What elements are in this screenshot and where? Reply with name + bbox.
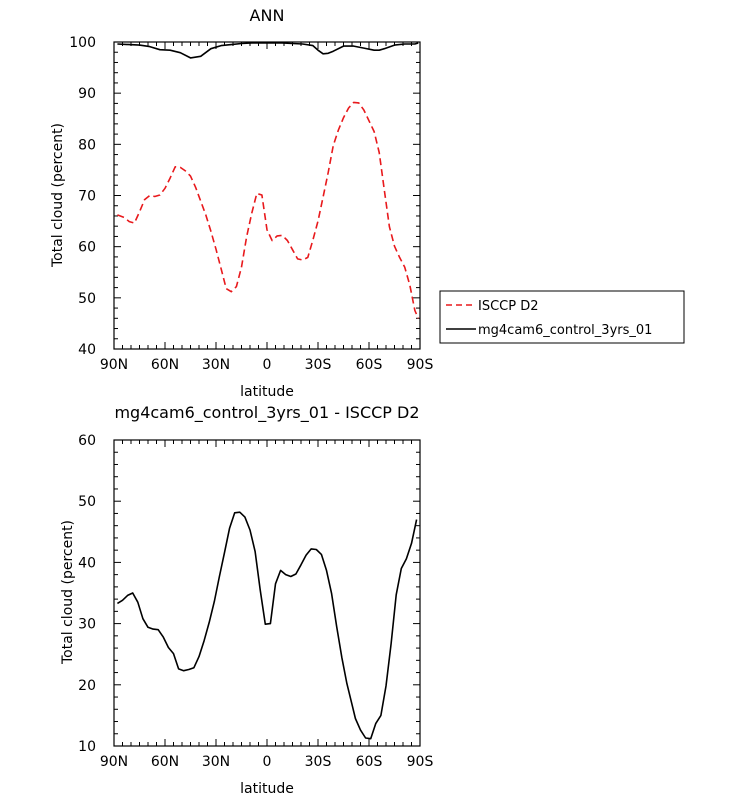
- bottom-panel-x-axis-label: latitude: [240, 781, 294, 797]
- x-tick-label: 60S: [356, 754, 383, 770]
- top-panel-series: [117, 42, 420, 319]
- x-tick-label: 90N: [100, 357, 128, 373]
- bottom-panel: mg4cam6_control_3yrs_01 - ISCCP D2 90N 60…: [60, 403, 433, 797]
- legend-label-model: mg4cam6_control_3yrs_01: [478, 323, 652, 338]
- y-tick-label: 60: [78, 433, 96, 449]
- y-tick-label: 40: [78, 555, 96, 571]
- legend-label-isccp: ISCCP D2: [478, 299, 539, 314]
- plot-frame: [113, 439, 421, 747]
- y-tick-label: 10: [78, 739, 96, 755]
- top-panel-axes: 90N 60N 30N 0 30S 60S 90S 40 50 60 70 80 90 100: [69, 35, 433, 373]
- legend-box: [439, 290, 685, 344]
- y-tick-label: 80: [78, 137, 96, 153]
- y-tick-label: 70: [78, 189, 96, 205]
- x-tick-label: 30N: [202, 357, 230, 373]
- bottom-panel-title: mg4cam6_control_3yrs_01 - ISCCP D2: [114, 403, 419, 423]
- top-panel-y-axis-label: Total cloud (percent): [50, 123, 66, 268]
- x-tick-label: 60N: [151, 357, 179, 373]
- legend: ISCCP D2 mg4cam6_control_3yrs_01: [439, 290, 685, 344]
- bottom-panel-axes: 90N 60N 30N 0 30S 60S 90S 10 20 30 40 50 60: [78, 433, 433, 770]
- top-panel-title: ANN: [250, 6, 285, 25]
- x-tick-label: 60N: [151, 754, 179, 770]
- bottom-panel-y-axis-label: Total cloud (percent): [60, 520, 76, 665]
- series-line-0: [117, 101, 420, 319]
- y-tick-label: 20: [78, 678, 96, 694]
- x-tick-label: 30N: [202, 754, 230, 770]
- y-tick-label: 100: [69, 35, 96, 51]
- bottom-panel-series: [116, 511, 418, 740]
- x-tick-label: 0: [263, 754, 272, 770]
- x-tick-label: 90S: [407, 754, 434, 770]
- y-tick-label: 50: [78, 494, 96, 510]
- top-panel: ANN 90N 60N 30N 0 30S 60S 90S 40 50 60 70 80 90 100 l…: [50, 6, 685, 400]
- x-tick-label: 30S: [305, 754, 332, 770]
- y-tick-label: 30: [78, 617, 96, 633]
- x-tick-label: 60S: [356, 357, 383, 373]
- y-tick-label: 50: [78, 291, 96, 307]
- y-tick-label: 60: [78, 240, 96, 256]
- y-tick-label: 90: [78, 86, 96, 102]
- series-line-0: [116, 511, 418, 740]
- y-tick-label: 40: [78, 342, 96, 358]
- x-tick-label: 0: [263, 357, 272, 373]
- series-line-1: [117, 42, 419, 59]
- top-panel-x-axis-label: latitude: [240, 384, 294, 400]
- x-tick-label: 90S: [407, 357, 434, 373]
- x-tick-label: 90N: [100, 754, 128, 770]
- x-tick-label: 30S: [305, 357, 332, 373]
